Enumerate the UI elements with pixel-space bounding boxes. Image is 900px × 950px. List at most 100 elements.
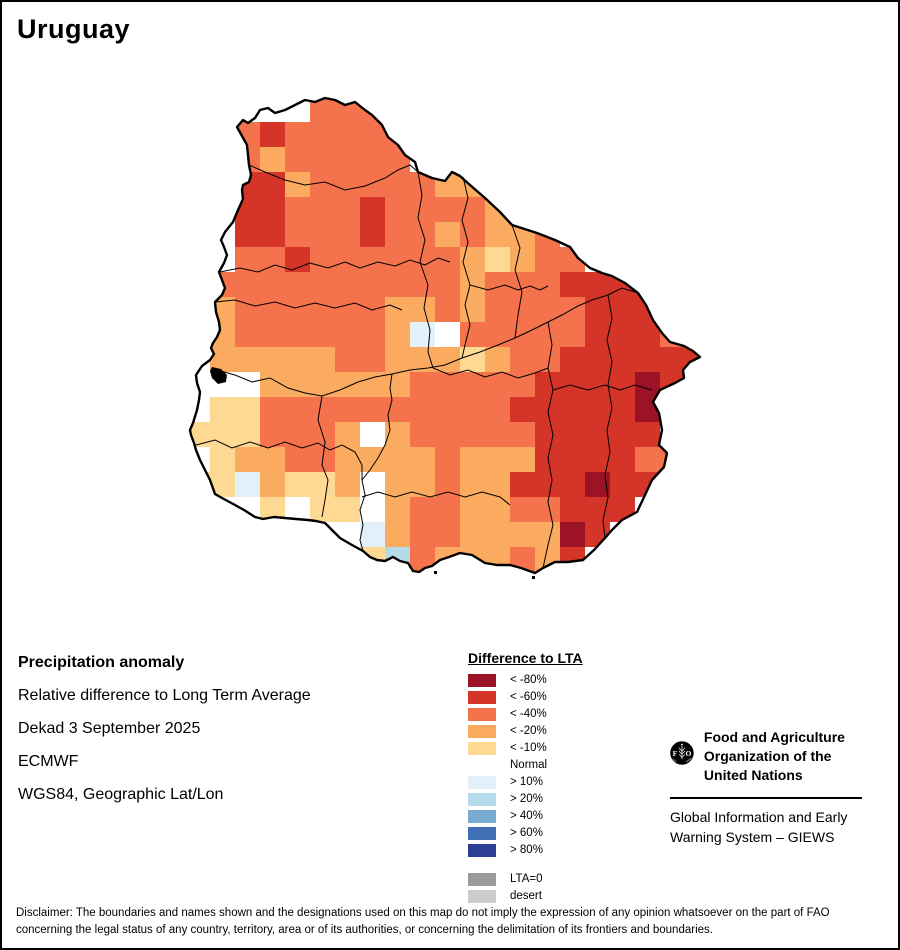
grid-cell — [560, 322, 585, 347]
grid-cell — [610, 397, 635, 422]
grid-cell — [410, 197, 435, 222]
info-line-projection: WGS84, Geographic Lat/Lon — [18, 786, 224, 803]
grid-cell — [510, 297, 535, 322]
grid-cell — [310, 222, 335, 247]
grid-cell — [410, 397, 435, 422]
grid-cell — [585, 522, 610, 547]
grid-cell — [635, 447, 660, 472]
grid-cell — [485, 247, 510, 272]
info-line-dekad: Dekad 3 September 2025 — [18, 720, 201, 737]
legend: Difference to LTA < -80% < -60% < -40% < -2… — [468, 650, 608, 906]
grid-cell — [610, 422, 635, 447]
grid-cell — [460, 247, 485, 272]
grid-cell — [235, 372, 260, 397]
grid-cell — [460, 322, 485, 347]
grid-cell — [360, 572, 385, 573]
legend-swatch — [468, 793, 496, 806]
legend-label: > 40% — [510, 810, 543, 822]
fiat-label: FIAT — [672, 758, 678, 764]
legend-label: > 60% — [510, 827, 543, 839]
grid-cell — [385, 272, 410, 297]
grid-cell — [410, 572, 435, 573]
grid-cell — [460, 372, 485, 397]
fao-name: Food and Agriculture Organization of the… — [703, 729, 845, 783]
grid-cell — [385, 497, 410, 522]
grid-cell — [260, 147, 285, 172]
grid-cell — [485, 347, 510, 372]
grid-cell — [460, 197, 485, 222]
legend-item: > 80% — [468, 843, 608, 860]
grid-cell — [385, 247, 410, 272]
grid-cell — [485, 497, 510, 522]
grid-cell — [360, 447, 385, 472]
grid-cell — [335, 372, 360, 397]
panis-label: PANIS — [686, 757, 693, 764]
grid-cell — [285, 272, 310, 297]
grid-cell — [335, 272, 360, 297]
grid-cell — [335, 122, 360, 147]
grid-cell — [360, 222, 385, 247]
grid-cell — [460, 447, 485, 472]
island-dot — [434, 571, 437, 574]
grid-cell — [535, 322, 560, 347]
grid-cell — [235, 447, 260, 472]
legend-item: Normal — [468, 758, 608, 775]
legend-label: desert — [510, 890, 542, 902]
grid-cell — [535, 447, 560, 472]
grid-cell — [385, 472, 410, 497]
grid-cell — [385, 197, 410, 222]
grid-cell — [485, 297, 510, 322]
grid-cell — [410, 447, 435, 472]
grid-cell — [560, 447, 585, 472]
grid-cell — [360, 172, 385, 197]
grid-cell — [335, 172, 360, 197]
legend-item: < -20% — [468, 724, 608, 741]
legend-label: < -10% — [510, 742, 547, 754]
grid-cell — [410, 272, 435, 297]
grid-cell — [435, 322, 460, 347]
grid-cell — [235, 272, 260, 297]
grid-cell — [335, 497, 360, 522]
grid-cell — [585, 372, 610, 397]
grid-cell — [260, 197, 285, 222]
legend-label: > 20% — [510, 793, 543, 805]
grid-cell — [435, 472, 460, 497]
grid-cell — [235, 172, 260, 197]
grid-cell — [535, 547, 560, 572]
legend-swatch — [468, 742, 496, 755]
legend-swatch — [468, 725, 496, 738]
grid-cell — [510, 497, 535, 522]
legend-label: > 10% — [510, 776, 543, 788]
grid-cell — [510, 397, 535, 422]
legend-label: < -40% — [510, 708, 547, 720]
grid-cell — [360, 397, 385, 422]
legend-label: > 80% — [510, 844, 543, 856]
legend-extra-items: LTA=0 desert — [468, 872, 608, 906]
grid-cell — [360, 197, 385, 222]
grid-cell — [310, 197, 335, 222]
legend-swatch — [468, 810, 496, 823]
grid-cell — [535, 422, 560, 447]
legend-swatch — [468, 759, 496, 772]
grid-cell — [485, 397, 510, 422]
grid-cell — [660, 347, 685, 372]
grid-cell — [410, 372, 435, 397]
department-boundary-line — [552, 384, 653, 391]
grid-cell — [360, 147, 385, 172]
grid-cell — [385, 172, 410, 197]
grid-cell — [310, 347, 335, 372]
grid-cell — [385, 447, 410, 472]
grid-cell — [310, 297, 335, 322]
grid-cell — [285, 347, 310, 372]
uruguay-precipitation-map — [188, 96, 702, 579]
map-subtitle: Precipitation anomaly — [18, 654, 185, 671]
grid-cell — [435, 522, 460, 547]
department-boundary-line — [317, 395, 329, 518]
wheat-ear-icon — [678, 743, 686, 760]
grid-cell — [560, 422, 585, 447]
info-line-source: ECMWF — [18, 753, 79, 770]
grid-cell — [190, 472, 210, 497]
legend-item: > 60% — [468, 826, 608, 843]
grid-cell — [610, 372, 635, 397]
grid-cell — [485, 447, 510, 472]
